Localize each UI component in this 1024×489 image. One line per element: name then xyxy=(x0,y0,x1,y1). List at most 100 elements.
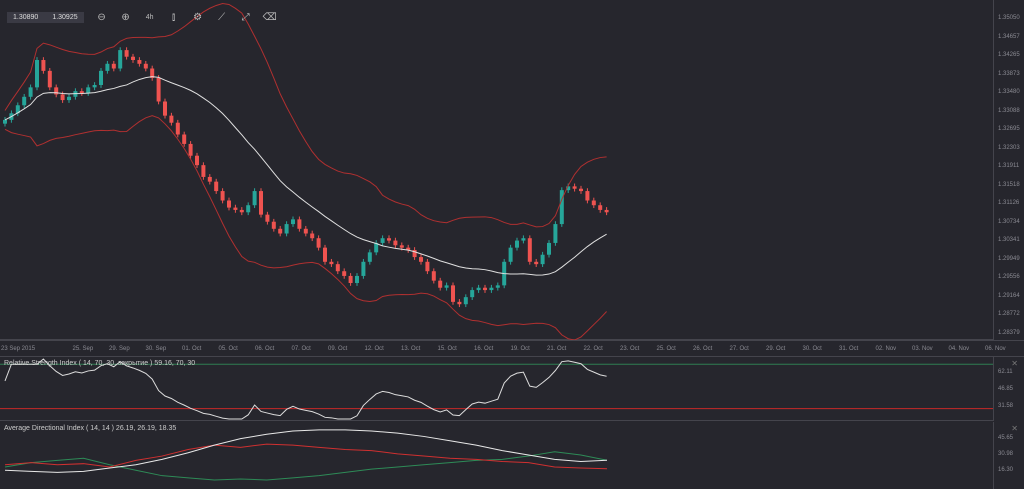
bearish-candle xyxy=(591,200,596,206)
bullish-candle xyxy=(463,297,468,305)
indicators-icon[interactable]: ⟋ xyxy=(218,11,226,23)
bearish-candle xyxy=(188,143,193,156)
bearish-candle xyxy=(579,188,583,192)
price-tick: 1.32303 xyxy=(998,144,1020,151)
date-tick: 05. Oct xyxy=(218,346,238,352)
bullish-candle xyxy=(566,186,571,191)
bearish-candle xyxy=(195,155,199,166)
price-tick: 1.30734 xyxy=(998,218,1020,225)
bearish-candle xyxy=(335,264,340,272)
date-tick: 06. Oct xyxy=(255,346,275,352)
timeframe-icon[interactable]: 4h xyxy=(145,13,154,21)
rsi-tick: 46.85 xyxy=(998,385,1014,392)
bearish-candle xyxy=(278,228,283,234)
bearish-candle xyxy=(54,87,59,95)
bearish-candle xyxy=(431,271,436,281)
adx-line xyxy=(4,429,608,473)
bearish-candle xyxy=(310,233,315,239)
bullish-candle xyxy=(515,240,519,248)
bullish-candle xyxy=(67,96,71,101)
bearish-candle xyxy=(457,301,462,305)
bullish-candle xyxy=(118,50,123,69)
settings-icon[interactable]: ⚙ xyxy=(193,11,203,23)
bullish-candle xyxy=(444,285,449,288)
bullish-candle xyxy=(105,63,110,71)
bullish-candle xyxy=(508,247,513,262)
date-tick: 25. Sep xyxy=(72,346,94,352)
zoom-in-icon[interactable]: ⊕ xyxy=(121,11,130,23)
price-tick: 1.32695 xyxy=(998,126,1020,132)
date-tick: 30. Sep xyxy=(145,346,167,352)
bearish-candle xyxy=(393,240,398,246)
quote-box: 1.30890 1.30925 xyxy=(7,11,84,23)
date-tick: 09. Oct xyxy=(328,346,348,352)
adx-panel[interactable]: Average Directional Index ( 14, 14 ) 26.… xyxy=(0,422,993,489)
bullish-candle xyxy=(470,290,475,298)
bearish-candle xyxy=(150,68,155,78)
drawing-icon[interactable]: ⤢ xyxy=(241,11,250,23)
date-tick: 29. Sep xyxy=(109,346,130,352)
date-tick: 16. Oct xyxy=(474,346,494,352)
rsi-tick: 62.11 xyxy=(998,369,1013,375)
adx-tick: 45.65 xyxy=(998,435,1014,441)
bullish-candle xyxy=(495,285,500,288)
price-tick: 1.35050 xyxy=(998,15,1020,21)
bearish-candle xyxy=(585,191,590,201)
bullish-candle xyxy=(28,87,33,97)
zoom-out-icon[interactable]: ⊖ xyxy=(97,11,106,23)
bollinger-lower-band xyxy=(4,115,607,340)
date-tick: 21. Oct xyxy=(547,346,567,352)
rsi-label: Relative Strength Index ( 14, 70, 30, за… xyxy=(4,360,196,367)
bearish-candle xyxy=(47,70,52,88)
close-adx-icon[interactable]: ✕ xyxy=(1011,424,1018,433)
bullish-candle xyxy=(489,287,494,291)
price-axis: 1.35050 1.34657 1.34265 1.33873 1.33480 1.330… xyxy=(993,0,1024,340)
price-tick: 1.33088 xyxy=(998,107,1020,114)
rsi-chart xyxy=(0,358,993,420)
date-tick: 25. Oct xyxy=(656,346,676,352)
bearish-candle xyxy=(419,257,423,262)
bullish-candle xyxy=(3,119,7,124)
bullish-candle xyxy=(291,219,295,225)
chart-toolbar: 1.30890 1.30925 ⊖ ⊕ 4h ⫾ ⚙ ⟋ ⤢ ⌫ xyxy=(7,11,277,23)
bullish-candle xyxy=(246,205,251,213)
bearish-candle xyxy=(265,214,270,222)
bearish-candle xyxy=(207,176,212,182)
bullish-candle xyxy=(355,275,359,284)
date-tick: 12. Oct xyxy=(364,346,384,352)
bearish-candle xyxy=(271,221,276,229)
price-tick: 1.31126 xyxy=(998,200,1020,206)
date-tick: 23. Oct xyxy=(620,346,640,352)
date-tick: 07. Oct xyxy=(291,346,311,352)
adx-tick: 16.30 xyxy=(998,466,1014,473)
candlestick-chart[interactable] xyxy=(0,0,993,340)
bearish-candle xyxy=(451,285,455,302)
bearish-candle xyxy=(137,60,142,64)
price-chart[interactable]: 1.30890 1.30925 ⊖ ⊕ 4h ⫾ ⚙ ⟋ ⤢ ⌫ xyxy=(0,0,993,340)
rsi-panel[interactable]: Relative Strength Index ( 14, 70, 30, за… xyxy=(0,357,993,421)
ask-price: 1.30925 xyxy=(52,13,78,21)
date-tick: 23 Sep 2015 xyxy=(1,346,36,352)
bearish-candle xyxy=(527,238,532,262)
bullish-candle xyxy=(86,87,91,94)
bullish-candle xyxy=(559,190,564,225)
bearish-candle xyxy=(438,280,443,288)
bearish-candle xyxy=(425,261,430,272)
bullish-candle xyxy=(22,96,27,106)
candle-type-icon[interactable]: ⫾ xyxy=(172,11,176,23)
date-tick: 22. Oct xyxy=(583,346,603,352)
price-tick: 1.34657 xyxy=(998,33,1020,40)
bearish-candle xyxy=(169,115,174,123)
eraser-icon[interactable]: ⌫ xyxy=(262,11,277,23)
bearish-candle xyxy=(201,165,206,177)
bearish-candle xyxy=(604,209,609,213)
close-rsi-icon[interactable]: ✕ xyxy=(1011,359,1018,368)
bearish-candle xyxy=(316,238,321,248)
bearish-candle xyxy=(412,250,417,258)
date-tick: 02. Nov xyxy=(875,346,897,352)
price-tick: 1.33480 xyxy=(998,89,1020,95)
bearish-candle xyxy=(329,261,334,265)
date-tick: 19. Oct xyxy=(510,346,530,352)
bearish-candle xyxy=(227,200,231,208)
date-tick: 29. Oct xyxy=(766,346,786,352)
